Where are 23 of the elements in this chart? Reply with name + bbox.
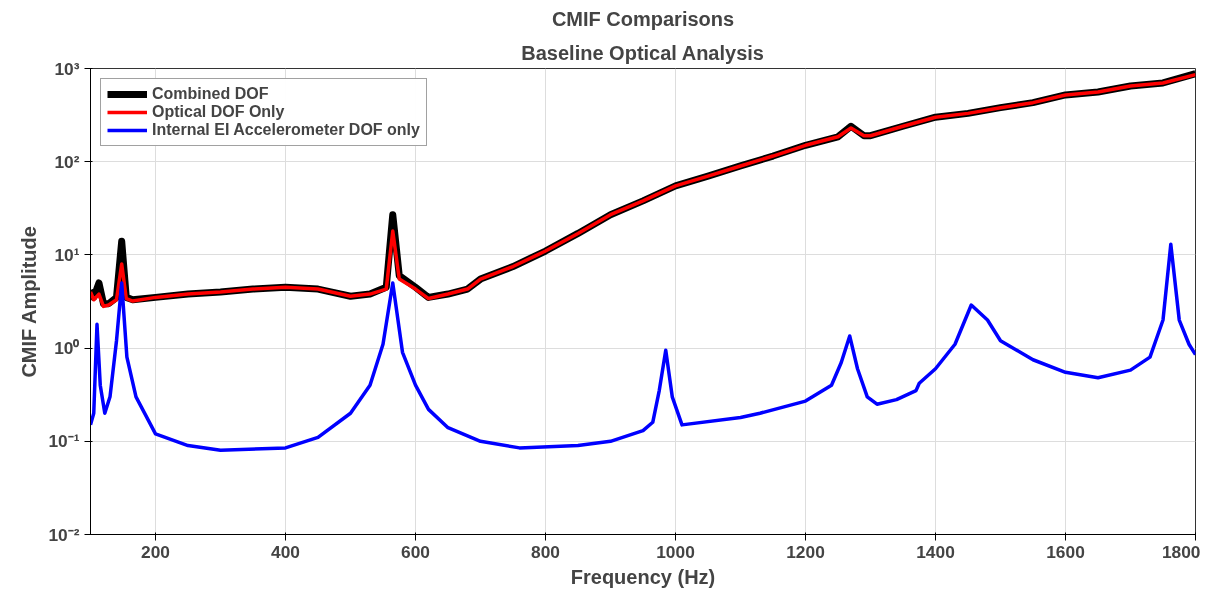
x-tick-label: 600 — [401, 541, 430, 562]
legend-label: Optical DOF Only — [152, 103, 285, 121]
chart-title: CMIF Comparisons — [551, 7, 735, 30]
x-tick-label: 1400 — [916, 541, 955, 562]
x-tick-label: 1000 — [656, 541, 695, 562]
x-tick-label: 1800 — [1161, 541, 1201, 562]
x-tick-label: 200 — [141, 541, 170, 562]
x-tick-label: 1600 — [1046, 541, 1085, 562]
chart-subtitle: Baseline Optical Analysis — [521, 41, 764, 64]
y-tick-label: 10² — [54, 151, 80, 172]
y-tick-label: 10¹ — [54, 244, 80, 265]
x-tick-label: 1200 — [786, 541, 825, 562]
y-axis-title: CMIF Amplitude — [18, 226, 41, 378]
x-tick-label: 400 — [271, 541, 300, 562]
x-tick-label: 800 — [531, 541, 560, 562]
line-series — [90, 242, 1196, 453]
y-tick-label: 10⁰ — [54, 338, 81, 359]
y-tick-label: 10⁻¹ — [48, 431, 80, 452]
x-axis-title: Frequency (Hz) — [570, 565, 716, 588]
y-tick-label: 10⁻² — [48, 524, 80, 545]
legend-label: Combined DOF — [152, 85, 269, 103]
y-tick-label: 10³ — [54, 58, 80, 79]
legend-label: Internal EI Accelerometer DOF only — [152, 121, 420, 139]
